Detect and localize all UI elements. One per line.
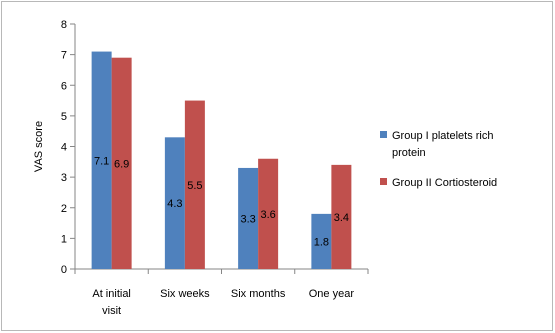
- data-label: 3.3: [240, 213, 255, 225]
- bar: [111, 57, 132, 269]
- y-axis-label: VAS score: [33, 121, 45, 172]
- bar: [331, 164, 352, 269]
- data-label: 5.5: [187, 180, 202, 192]
- data-label: 7.1: [94, 155, 109, 167]
- bar: [238, 167, 259, 269]
- x-tick-label: At initial: [92, 288, 131, 300]
- x-tick-label: visit: [102, 305, 121, 317]
- bar: [311, 213, 332, 269]
- y-tick-label: 4: [61, 142, 67, 154]
- data-label: 3.6: [260, 209, 275, 221]
- bar: [164, 137, 185, 269]
- y-tick-label: 1: [61, 233, 67, 245]
- data-label: 4.3: [167, 198, 182, 210]
- data-label: 6.9: [114, 158, 129, 170]
- y-tick-label: 5: [61, 111, 67, 123]
- legend-swatch: [380, 178, 387, 185]
- data-label: 3.4: [334, 212, 349, 224]
- data-label: 1.8: [314, 236, 329, 248]
- x-tick-label: One year: [309, 288, 355, 300]
- legend-swatch: [380, 131, 387, 138]
- y-tick-label: 7: [61, 50, 67, 62]
- y-tick-label: 8: [61, 19, 67, 31]
- x-tick-label: Six weeks: [160, 288, 210, 300]
- y-tick-label: 2: [61, 203, 67, 215]
- legend-label: Group I platelets rich: [392, 130, 494, 142]
- y-tick-label: 6: [61, 80, 67, 92]
- y-tick-label: 0: [61, 264, 67, 276]
- bar: [258, 158, 279, 269]
- bar: [91, 51, 112, 269]
- y-tick-label: 3: [61, 172, 67, 184]
- bar: [184, 100, 205, 269]
- legend-label: Group II Cortiosteroid: [392, 177, 497, 189]
- legend-label: protein: [392, 147, 426, 159]
- x-tick-label: Six months: [231, 288, 286, 300]
